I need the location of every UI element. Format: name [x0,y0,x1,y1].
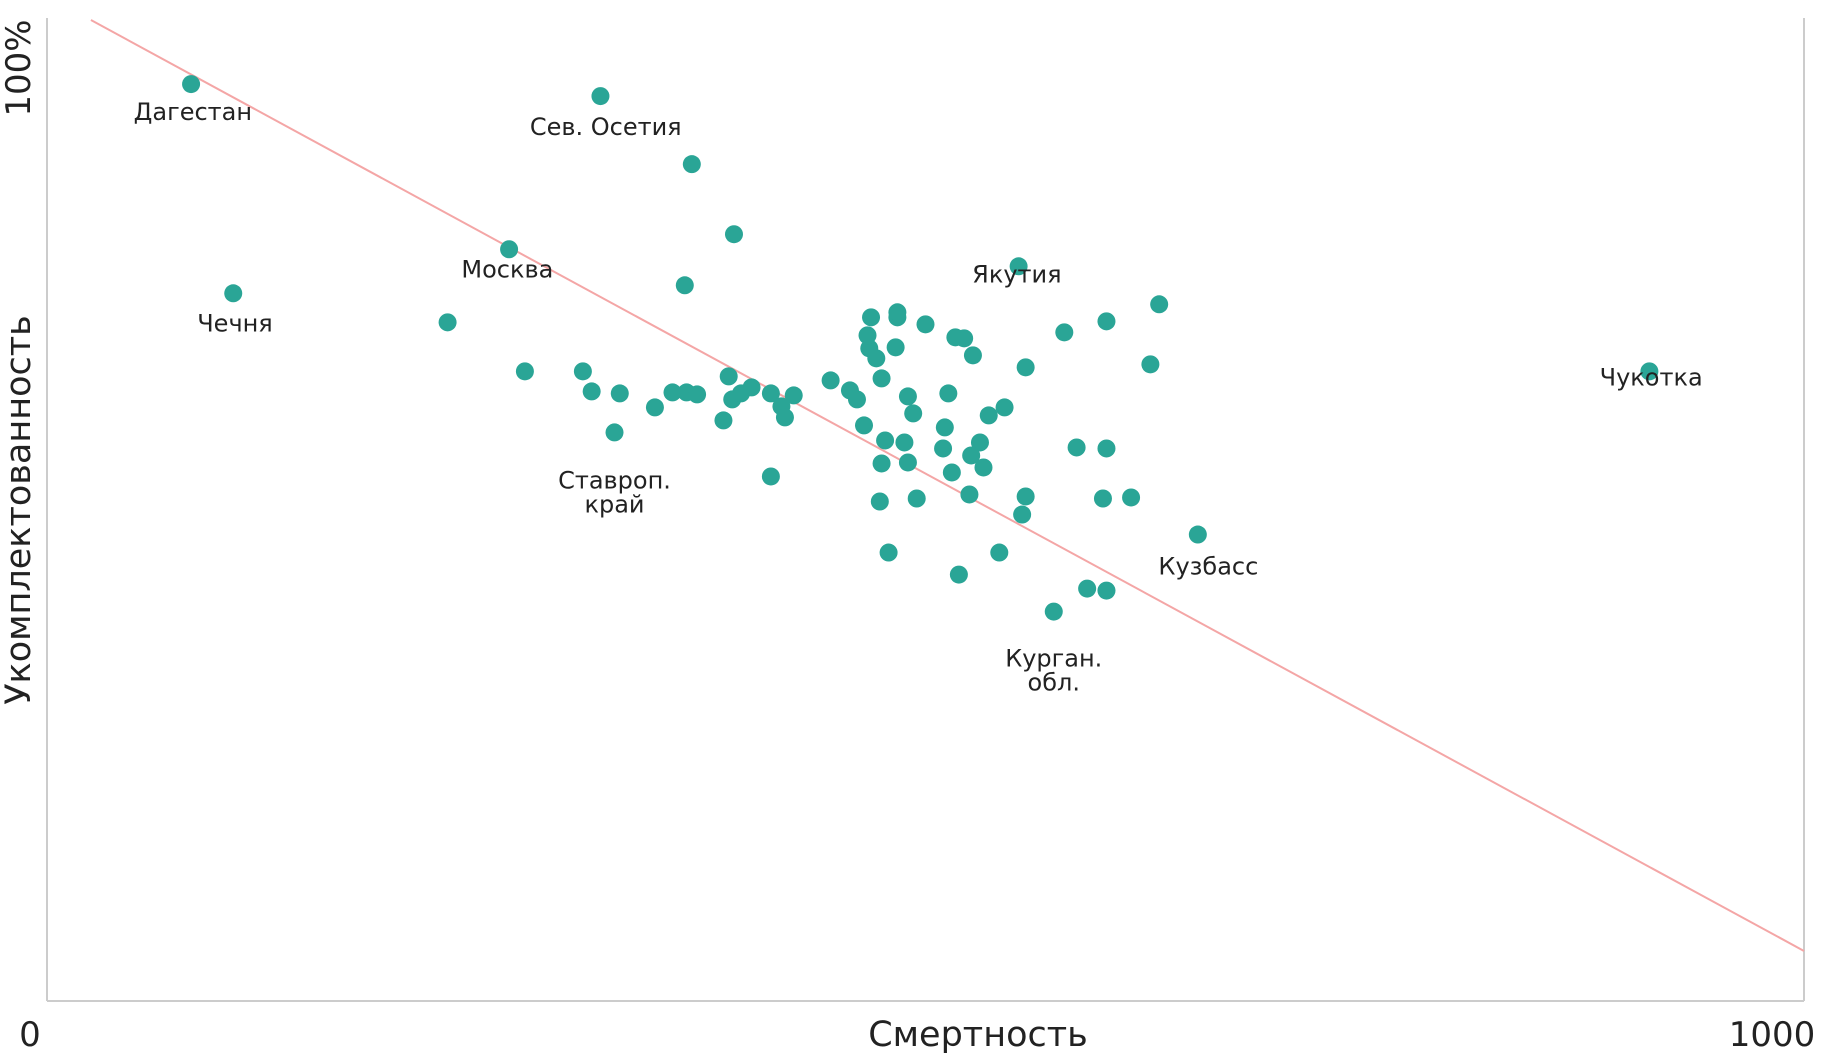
data-point-23 [761,384,780,403]
x-axis-label: Смертность [868,1015,1088,1055]
data-point-61 [1055,323,1074,342]
data-point-47 [898,453,917,472]
point-label-3: Чечня [197,309,273,337]
data-point-68 [1093,489,1112,508]
x-tick-label-min: 0 [19,1015,41,1055]
data-point-45 [895,433,914,452]
x-tick-label-max: 1000 [1729,1015,1816,1055]
data-point-71 [1013,505,1032,524]
data-point-40 [886,338,905,357]
data-point-50 [939,384,958,403]
data-point-59 [995,398,1014,417]
data-point-4 [500,240,519,259]
data-points [182,75,1659,621]
data-point-5 [1009,257,1028,276]
data-point-26 [784,386,803,405]
data-point-52 [955,329,974,348]
data-point-29 [821,371,840,390]
data-point-74 [879,543,898,562]
trend-line [90,19,1805,952]
data-point-2 [591,87,610,106]
data-point-35 [867,349,886,368]
y-axis-label: Укомплектованность [0,315,39,705]
data-point-36 [872,369,891,388]
data-point-55 [962,446,981,465]
data-point-6 [1640,362,1659,381]
point-label-6: Ставроп. край [558,466,671,518]
data-point-33 [858,326,877,345]
data-point-11 [610,384,629,403]
data-point-22 [714,411,733,430]
data-point-70 [1016,487,1035,506]
data-point-12 [645,398,664,417]
data-point-16 [675,276,694,295]
data-point-76 [990,543,1009,562]
data-point-56 [942,463,961,482]
point-annotations: Дагестан Сев. Осетия Москва Чечня Якутия Чуко… [134,98,1703,697]
data-point-34 [862,308,881,327]
data-point-72 [870,492,889,511]
data-point-17 [724,225,743,244]
data-point-57 [960,485,979,504]
data-point-73 [907,489,926,508]
data-point-13 [663,383,682,402]
data-point-63 [1067,438,1086,457]
data-point-31 [847,390,866,409]
data-point-60 [1016,358,1035,377]
data-point-7 [438,313,457,332]
data-point-9 [573,362,592,381]
data-point-80 [1188,525,1207,544]
data-point-54 [970,433,989,452]
data-point-53 [963,346,982,365]
data-point-18 [719,367,738,386]
data-point-39 [888,303,907,322]
data-point-42 [898,387,917,406]
point-label-7: Кузбасс [1158,553,1258,581]
y-tick-label-max: 100% [0,19,39,116]
point-label-2: Москва [461,255,553,283]
data-point-10 [582,382,601,401]
data-point-46 [872,454,891,473]
data-point-77 [1044,602,1063,621]
data-point-27 [761,467,780,486]
data-point-79 [1097,581,1116,600]
data-point-0 [182,75,201,94]
data-point-28 [605,423,624,442]
data-point-49 [934,439,953,458]
data-point-44 [876,431,895,450]
data-point-67 [1122,488,1141,507]
data-point-69 [974,458,993,477]
data-point-43 [904,404,923,423]
point-label-1: Сев. Осетия [530,113,682,141]
data-point-3 [682,155,701,174]
data-point-15 [688,385,707,404]
point-label-5: Чукотка [1600,363,1703,391]
data-point-64 [1097,439,1116,458]
data-point-78 [1078,579,1097,598]
data-point-62 [1097,312,1116,331]
data-point-1 [224,284,243,303]
data-point-21 [742,378,761,397]
point-label-8: Курган. обл. [1005,645,1102,697]
data-point-37 [855,416,874,435]
data-point-58 [979,406,998,425]
data-point-8 [515,362,534,381]
data-point-66 [1141,355,1160,374]
data-point-48 [935,418,954,437]
point-label-4: Якутия [972,260,1061,288]
point-label-0: Дагестан [134,98,252,126]
data-point-41 [916,315,935,334]
data-point-25 [775,408,794,427]
data-point-65 [1150,295,1169,314]
data-point-75 [949,565,968,584]
